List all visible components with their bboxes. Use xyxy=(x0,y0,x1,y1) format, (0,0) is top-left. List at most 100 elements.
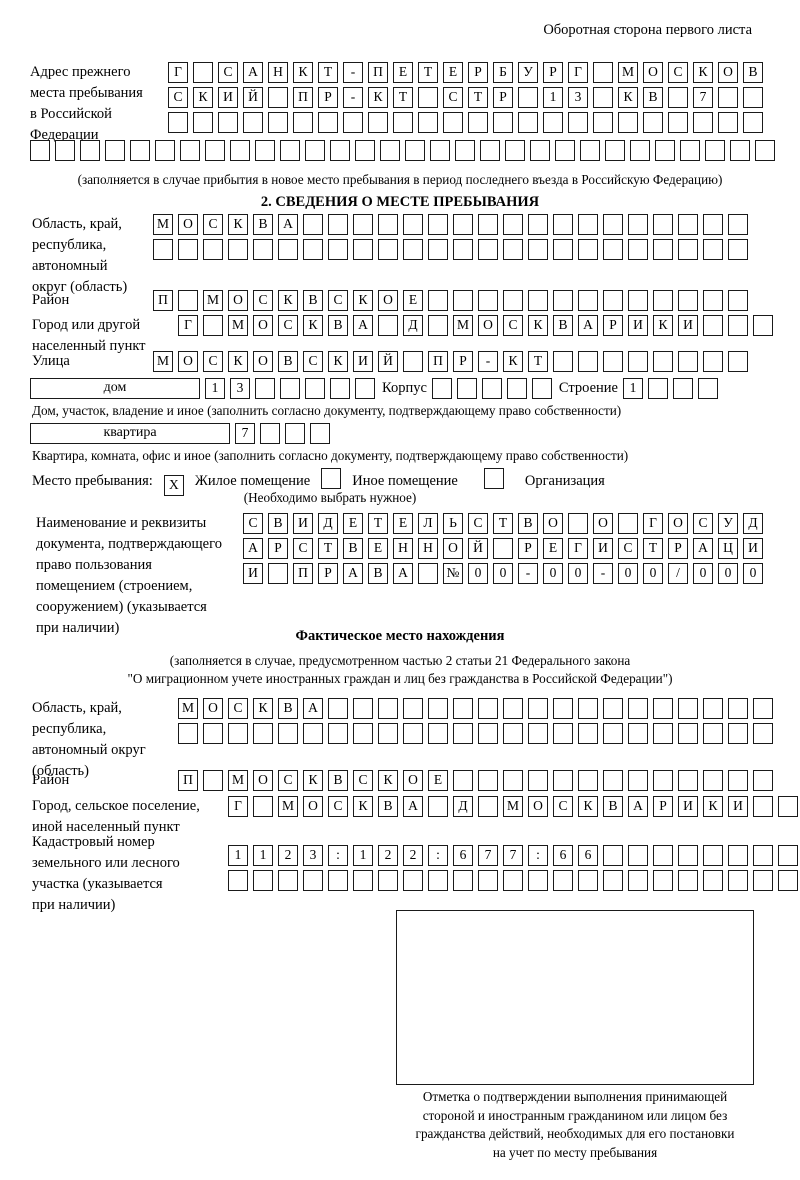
char-cell[interactable] xyxy=(368,112,388,133)
char-cell[interactable]: Р xyxy=(318,563,338,584)
char-cell[interactable] xyxy=(428,698,448,719)
stay-type-option-organization-checkbox[interactable] xyxy=(483,468,504,489)
char-cell[interactable] xyxy=(355,140,375,161)
char-cell[interactable]: О xyxy=(528,796,548,817)
char-cell[interactable]: Е xyxy=(428,770,448,791)
char-cell[interactable] xyxy=(478,723,498,744)
char-cell[interactable] xyxy=(553,290,573,311)
char-cell[interactable] xyxy=(628,698,648,719)
char-cell[interactable] xyxy=(528,870,548,891)
char-cell[interactable] xyxy=(730,140,750,161)
char-cell[interactable]: 7 xyxy=(693,87,713,108)
char-cell[interactable] xyxy=(203,239,223,260)
char-cell[interactable]: О xyxy=(403,770,423,791)
char-cell[interactable] xyxy=(378,723,398,744)
char-cell[interactable] xyxy=(503,770,523,791)
char-cell[interactable] xyxy=(678,351,698,372)
char-cell[interactable] xyxy=(578,723,598,744)
char-cell[interactable]: 3 xyxy=(568,87,588,108)
char-cell[interactable] xyxy=(678,239,698,260)
char-cell[interactable]: К xyxy=(303,315,323,336)
char-cell[interactable]: С xyxy=(328,796,348,817)
char-cell[interactable] xyxy=(668,112,688,133)
char-cell[interactable]: С xyxy=(328,290,348,311)
char-cell[interactable] xyxy=(428,214,448,235)
char-cell[interactable] xyxy=(528,239,548,260)
char-cell[interactable] xyxy=(255,140,275,161)
char-cell[interactable] xyxy=(443,112,463,133)
char-cell[interactable] xyxy=(728,845,748,866)
char-cell[interactable] xyxy=(653,870,673,891)
char-cell[interactable] xyxy=(653,770,673,791)
char-cell[interactable] xyxy=(728,770,748,791)
char-cell[interactable]: Р xyxy=(603,315,623,336)
char-cell[interactable] xyxy=(728,239,748,260)
char-cell[interactable]: Т xyxy=(368,513,388,534)
char-cell[interactable] xyxy=(453,770,473,791)
char-cell[interactable] xyxy=(778,870,798,891)
char-cell[interactable] xyxy=(728,214,748,235)
char-cell[interactable] xyxy=(403,239,423,260)
char-cell[interactable] xyxy=(328,870,348,891)
char-cell[interactable]: Т xyxy=(643,538,663,559)
char-cell[interactable]: Е xyxy=(403,290,423,311)
char-cell[interactable] xyxy=(468,112,488,133)
char-cell[interactable]: К xyxy=(293,62,313,83)
char-cell[interactable] xyxy=(605,140,625,161)
char-cell[interactable]: П xyxy=(293,87,313,108)
char-cell[interactable]: Д xyxy=(403,315,423,336)
stamp-box[interactable] xyxy=(396,910,754,1085)
char-cell[interactable]: В xyxy=(603,796,623,817)
char-cell[interactable] xyxy=(453,723,473,744)
char-cell[interactable]: У xyxy=(518,62,538,83)
char-cell[interactable]: Т xyxy=(528,351,548,372)
char-cell[interactable] xyxy=(703,290,723,311)
char-cell[interactable]: 6 xyxy=(553,845,573,866)
char-cell[interactable]: В xyxy=(328,315,348,336)
char-cell[interactable]: 1 xyxy=(353,845,373,866)
char-cell[interactable] xyxy=(105,140,125,161)
char-cell[interactable]: С xyxy=(503,315,523,336)
char-cell[interactable] xyxy=(578,698,598,719)
char-cell[interactable] xyxy=(203,315,223,336)
char-cell[interactable]: Е xyxy=(393,513,413,534)
char-cell[interactable]: 0 xyxy=(643,563,663,584)
char-cell[interactable]: Р xyxy=(268,538,288,559)
char-cell[interactable]: Л xyxy=(418,513,438,534)
char-cell[interactable]: И xyxy=(353,351,373,372)
char-cell[interactable]: Р xyxy=(543,62,563,83)
char-cell[interactable]: В xyxy=(343,538,363,559)
char-cell[interactable] xyxy=(378,214,398,235)
char-cell[interactable]: : xyxy=(428,845,448,866)
char-cell[interactable] xyxy=(493,538,513,559)
char-cell[interactable] xyxy=(278,870,298,891)
char-cell[interactable] xyxy=(753,770,773,791)
char-cell[interactable]: О xyxy=(178,351,198,372)
char-cell[interactable]: Г xyxy=(228,796,248,817)
char-cell[interactable]: К xyxy=(703,796,723,817)
char-cell[interactable] xyxy=(703,239,723,260)
char-cell[interactable] xyxy=(155,140,175,161)
char-cell[interactable]: О xyxy=(593,513,613,534)
char-cell[interactable] xyxy=(528,290,548,311)
char-cell[interactable]: Д xyxy=(453,796,473,817)
char-cell[interactable] xyxy=(180,140,200,161)
char-cell[interactable]: С xyxy=(303,351,323,372)
char-cell[interactable] xyxy=(580,140,600,161)
char-cell[interactable]: Ь xyxy=(443,513,463,534)
char-cell[interactable]: П xyxy=(428,351,448,372)
prev-address-row[interactable] xyxy=(168,112,768,133)
char-cell[interactable] xyxy=(168,112,188,133)
char-cell[interactable]: А xyxy=(403,796,423,817)
prev-address-row-wide[interactable] xyxy=(30,140,780,161)
char-cell[interactable]: Т xyxy=(493,513,513,534)
char-cell[interactable] xyxy=(603,239,623,260)
char-cell[interactable]: С xyxy=(668,62,688,83)
